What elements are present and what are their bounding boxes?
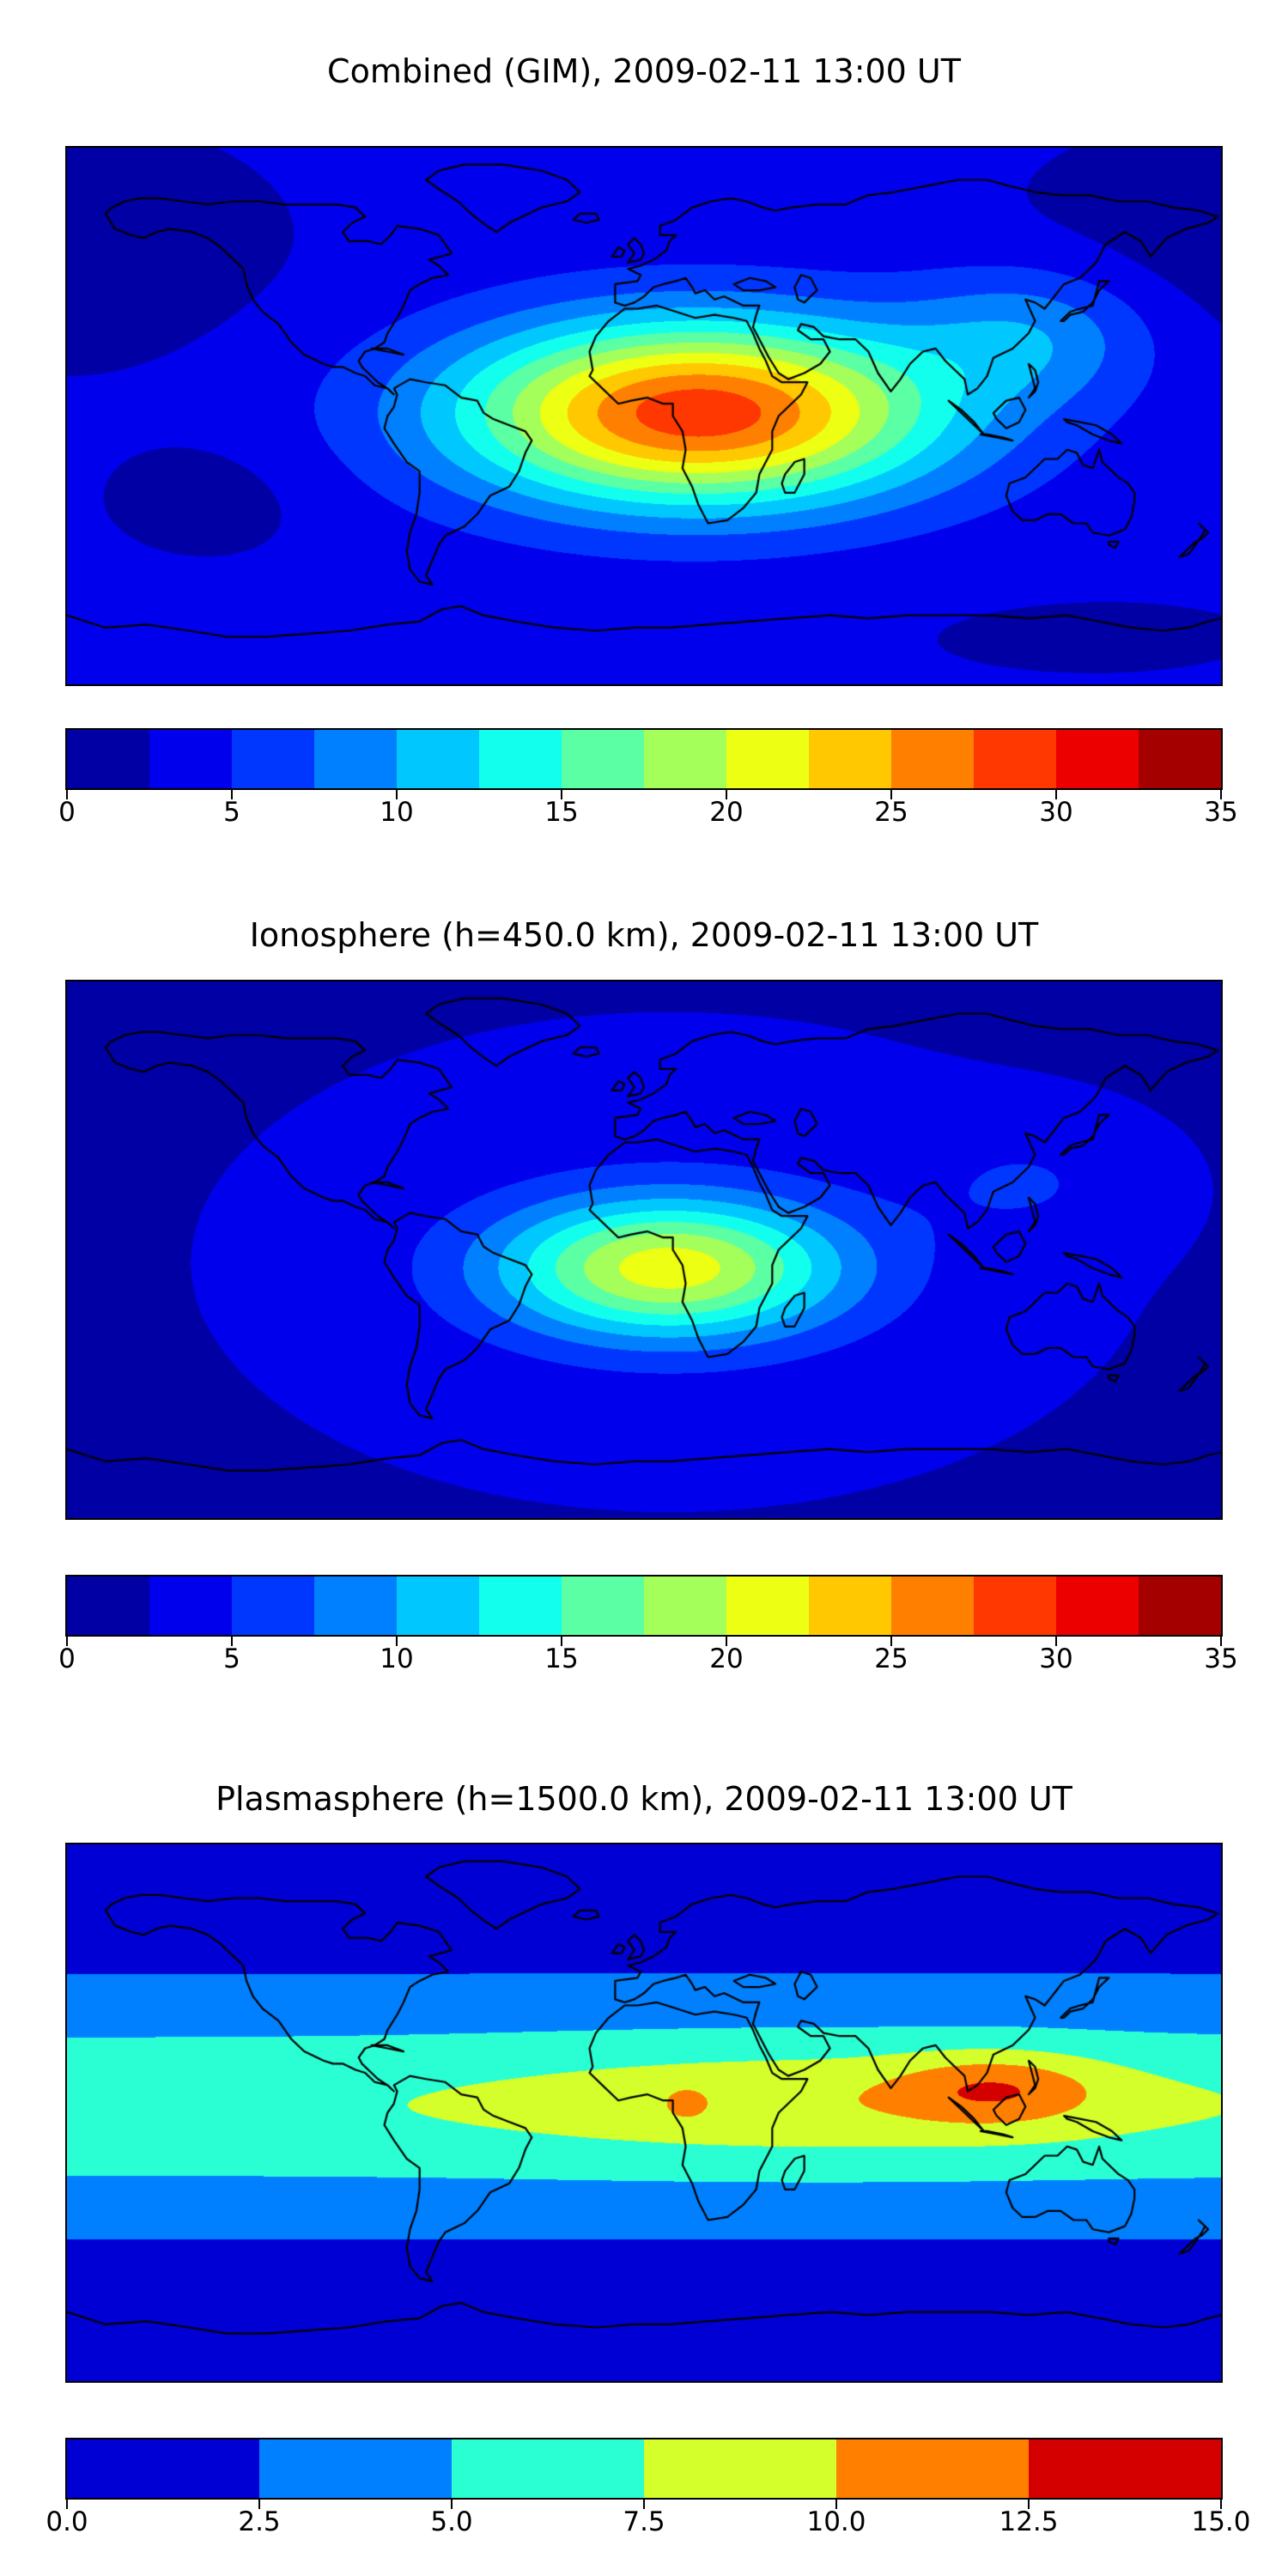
colorbar-tick-label: 5 [223, 797, 240, 828]
colorbar-segment [67, 2439, 259, 2498]
colorbar-tick [231, 790, 233, 799]
contour-map-canvas [67, 1844, 1221, 2381]
colorbar-segment [259, 2439, 452, 2498]
colorbar [65, 1575, 1223, 1646]
colorbar-segment [67, 1577, 149, 1635]
colorbar-segment [809, 1577, 891, 1635]
colorbar-tick [66, 790, 68, 799]
colorbar-segment [974, 730, 1056, 788]
panel-title: Plasmasphere (h=1500.0 km), 2009-02-11 1… [216, 1780, 1072, 1818]
colorbar-tick-label: 25 [874, 797, 908, 828]
colorbar-segment [149, 1577, 232, 1635]
colorbar-segment [974, 1577, 1056, 1635]
colorbar-segment [1139, 1577, 1221, 1635]
colorbar-segment [644, 730, 726, 788]
colorbar-segment [479, 1577, 562, 1635]
panel-ionosphere: Ionosphere (h=450.0 km), 2009-02-11 13:0… [58, 915, 1238, 1688]
colorbar-tick [726, 790, 727, 799]
colorbar-tick [1220, 1637, 1222, 1646]
colorbar-tick [1220, 2500, 1222, 2509]
colorbar-tick-label: 35 [1204, 1643, 1238, 1674]
colorbar-tick-label: 15 [544, 1643, 579, 1674]
colorbar-tick-label: 35 [1204, 797, 1238, 828]
colorbar-segment [1056, 1577, 1139, 1635]
panel-plasmasphere: Plasmasphere (h=1500.0 km), 2009-02-11 1… [46, 1779, 1250, 2552]
panel-title: Combined (GIM), 2009-02-11 13:00 UT [327, 52, 961, 90]
colorbar-tick-label: 15.0 [1191, 2506, 1251, 2537]
colorbar-tick-labels: 0 5 10 15 20 25 30 35 [58, 797, 1238, 833]
colorbar-tick [890, 1637, 892, 1646]
colorbar-tick [66, 2500, 68, 2509]
colorbar-tick-label: 10 [380, 1643, 414, 1674]
colorbar-segment [314, 1577, 397, 1635]
colorbar-segment [644, 2439, 836, 2498]
colorbar-tick-label: 5.0 [430, 2506, 473, 2537]
colorbar-tick-label: 15 [544, 797, 579, 828]
world-map [65, 1843, 1223, 2383]
colorbar-tick-label: 12.5 [999, 2506, 1059, 2537]
colorbar-tick-label: 10 [380, 797, 414, 828]
colorbar-tick-label: 0 [58, 797, 76, 828]
colorbar-segment [149, 730, 232, 788]
colorbar-segment [397, 1577, 479, 1635]
colorbar-tick-label: 30 [1039, 1643, 1073, 1674]
colorbar-tick [1220, 790, 1222, 799]
colorbar-segment [809, 730, 891, 788]
panel-combined-gim: Combined (GIM), 2009-02-11 13:00 UT 0 5 10… [58, 52, 1238, 859]
colorbar-segment [836, 2439, 1029, 2498]
colorbar-tick-label: 10.0 [806, 2506, 866, 2537]
colorbar-tick-label: 2.5 [238, 2506, 281, 2537]
colorbar-segment [644, 1577, 726, 1635]
colorbar [65, 2438, 1223, 2509]
colorbar-segment [891, 730, 974, 788]
colorbar-tick-label: 7.5 [623, 2506, 665, 2537]
colorbar-tick [643, 2500, 645, 2509]
colorbar-segment [314, 730, 397, 788]
colorbar-tick [561, 1637, 562, 1646]
colorbar-segment [1029, 2439, 1221, 2498]
colorbar-segment [726, 730, 809, 788]
colorbar-tick [451, 2500, 453, 2509]
colorbar-tick [890, 790, 892, 799]
colorbar-tick [231, 1637, 233, 1646]
contour-map-canvas [67, 981, 1221, 1518]
colorbar-tick-label: 5 [223, 1643, 240, 1674]
colorbar-segment [452, 2439, 644, 2498]
colorbar-segment [232, 1577, 314, 1635]
colorbar-tick [1028, 2500, 1030, 2509]
colorbar-tick [835, 2500, 837, 2509]
colorbar-tick-label: 25 [874, 1643, 908, 1674]
colorbar-tick [396, 790, 398, 799]
colorbar-tick-label: 20 [709, 797, 744, 828]
colorbar-segment [726, 1577, 809, 1635]
colorbar-segment [891, 1577, 974, 1635]
colorbar-segment [232, 730, 314, 788]
colorbar-segment [1056, 730, 1139, 788]
colorbar-tick-labels: 0 5 10 15 20 25 30 35 [58, 1643, 1238, 1680]
colorbar [65, 728, 1223, 799]
colorbar-tick [258, 2500, 260, 2509]
world-map [65, 980, 1223, 1520]
colorbar-tick-label: 0.0 [46, 2506, 88, 2537]
panel-title: Ionosphere (h=450.0 km), 2009-02-11 13:0… [249, 916, 1039, 954]
colorbar-segment [1139, 730, 1221, 788]
contour-map-canvas [67, 148, 1221, 684]
colorbar-tick [396, 1637, 398, 1646]
colorbar-segment [562, 1577, 644, 1635]
world-map [65, 146, 1223, 686]
colorbar-tick [66, 1637, 68, 1646]
colorbar-tick [1055, 790, 1057, 799]
colorbar-tick [726, 1637, 727, 1646]
colorbar-tick-label: 0 [58, 1643, 76, 1674]
colorbar-tick [1055, 1637, 1057, 1646]
colorbar-tick [561, 790, 562, 799]
colorbar-segment [397, 730, 479, 788]
colorbar-segment [562, 730, 644, 788]
colorbar-tick-label: 20 [709, 1643, 744, 1674]
colorbar-segment [67, 730, 149, 788]
colorbar-tick-label: 30 [1039, 797, 1073, 828]
colorbar-segment [479, 730, 562, 788]
colorbar-tick-labels: 0.0 2.5 5.0 7.5 10.0 12.5 15.0 [46, 2506, 1250, 2543]
